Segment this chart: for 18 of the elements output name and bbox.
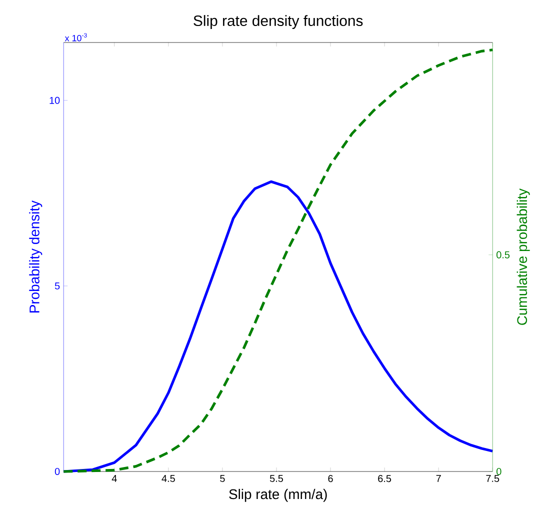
x-tick-label: 7.5	[486, 475, 500, 482]
x-tick-label: 4.5	[162, 475, 175, 482]
x-tick-label: 6.5	[378, 475, 392, 482]
x-tick-label: 4	[112, 475, 117, 482]
y-axis-title: Probability density	[29, 200, 42, 312]
y2-axis-title: Cumulative probability	[516, 188, 530, 325]
text: x 10$^{-3}$	[64, 33, 87, 42]
y-tick-label: 10	[50, 96, 60, 104]
x-tick-label: 5.5	[270, 475, 283, 482]
y2-tick-label: 0	[496, 468, 502, 476]
x-tick-label: 5	[220, 475, 225, 482]
y-tick-label: 5	[54, 282, 60, 290]
x-tick-label: 6	[328, 475, 333, 482]
y2-tick-label: 0.5	[496, 251, 510, 258]
y-tick-label: 0	[54, 468, 60, 476]
x-axis-title: Slip rate (mm/a)	[229, 488, 327, 502]
x-tick-label: 7	[436, 475, 441, 482]
chart-title: Slip rate density functions	[194, 15, 363, 29]
